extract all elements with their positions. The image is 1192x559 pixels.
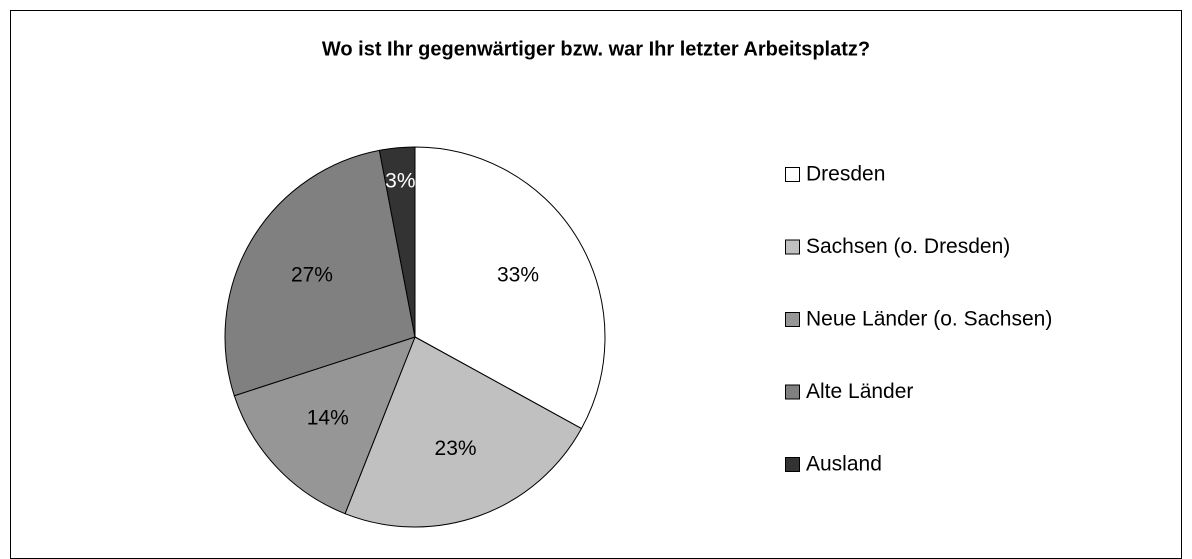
legend-swatch (785, 167, 800, 182)
legend-swatch (785, 312, 800, 327)
legend-label: Neue Länder (o. Sachsen) (806, 308, 1052, 331)
data-label: 14% (307, 406, 349, 429)
data-label: 23% (435, 437, 477, 460)
legend-swatch (785, 239, 800, 255)
data-label: 3% (385, 169, 415, 192)
chart-title: Wo ist Ihr gegenwärtiger bzw. war Ihr le… (322, 38, 870, 60)
legend-label: Alte Länder (806, 380, 913, 403)
data-label: 27% (291, 264, 333, 287)
pie-slice (224, 149, 416, 397)
legend-label: Sachsen (o. Dresden) (806, 235, 1010, 258)
legend-label: Dresden (806, 163, 885, 186)
data-label: 33% (497, 264, 539, 287)
pie-slice (344, 336, 583, 528)
pie-slice (414, 146, 606, 430)
pie-slice (378, 146, 416, 338)
legend-label: Ausland (806, 453, 882, 476)
legend-swatch (785, 384, 800, 400)
legend-swatch (785, 457, 800, 472)
